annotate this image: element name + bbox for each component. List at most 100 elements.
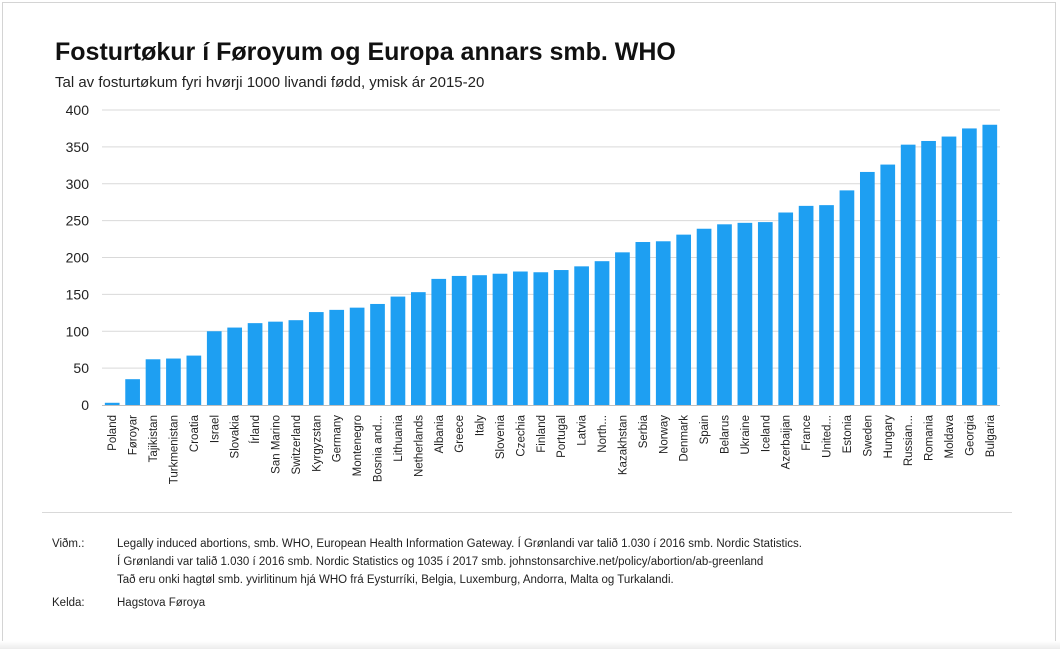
y-tick-label: 400: [66, 102, 90, 118]
bar: [288, 320, 304, 405]
x-tick-label: France: [801, 415, 813, 451]
x-tick-label: Sweden: [862, 415, 874, 457]
x-tick-label: Slovenia: [495, 414, 507, 459]
x-tick-label: Latvia: [577, 414, 589, 445]
y-tick-label: 200: [66, 250, 90, 266]
source-label: Kelda:: [52, 597, 85, 609]
bar: [247, 323, 263, 405]
x-tick-label: Slovakia: [230, 414, 242, 458]
x-tick-label: Ukraine: [740, 415, 752, 455]
note-line-3: Tað eru onki hagtøl smb. yvirlitinum hjá…: [117, 574, 674, 586]
bar: [227, 327, 243, 405]
y-tick-label: 350: [66, 139, 90, 155]
x-tick-label: Italy: [475, 415, 487, 436]
x-tick-label: Føroyar: [128, 415, 140, 455]
x-tick-label: Belarus: [719, 415, 731, 454]
x-tick-label: Kyrgyzstan: [311, 415, 323, 472]
x-tick-label: Germany: [332, 415, 344, 463]
x-tick-label: Hungary: [883, 415, 895, 459]
bars: [104, 124, 998, 406]
bar: [594, 261, 610, 405]
bar: [655, 241, 671, 405]
bar: [900, 144, 916, 405]
bar: [859, 171, 875, 405]
bar: [880, 164, 896, 405]
bar: [757, 222, 773, 405]
y-tick-label: 50: [73, 360, 89, 376]
bar: [676, 234, 692, 405]
bar: [513, 271, 528, 405]
bottom-shadow: [0, 641, 1060, 649]
bar: [819, 205, 834, 405]
bar: [553, 270, 569, 405]
bar: [696, 228, 712, 405]
x-tick-label: Iceland: [760, 415, 772, 452]
bar: [451, 275, 467, 405]
x-tick-label: Lithuania: [393, 414, 405, 461]
x-tick-label: Bosnia and...: [373, 415, 385, 482]
x-tick-label: Turkmenistan: [168, 415, 180, 484]
bar: [145, 359, 161, 405]
bar: [533, 272, 549, 405]
bar: [186, 355, 202, 405]
x-tick-label: Montenegro: [352, 415, 364, 476]
notes-label: Viðm.:: [52, 538, 85, 550]
bar: [431, 278, 447, 405]
bar: [778, 212, 794, 405]
x-tick-label: Spain: [699, 415, 711, 444]
y-axis-tick-labels: 0 50 100 150 200 250 300 350 400: [66, 102, 90, 413]
x-tick-label: Estonia: [842, 414, 854, 453]
bar: [329, 309, 345, 405]
x-tick-label: Romania: [924, 414, 936, 461]
bar: [349, 307, 365, 405]
bar: [921, 140, 936, 405]
x-tick-label: Georgia: [964, 414, 976, 456]
x-tick-label: San Marino: [270, 415, 282, 474]
source-text: Hagstova Føroya: [117, 597, 206, 609]
x-tick-label: Netherlands: [413, 415, 425, 477]
x-tick-label: Czechia: [515, 414, 527, 456]
x-tick-label: North...: [597, 415, 609, 453]
x-tick-label: Azerbaijan: [781, 415, 793, 469]
x-tick-label: Norway: [658, 415, 670, 454]
y-tick-label: 0: [81, 397, 89, 413]
bar: [206, 331, 222, 405]
bar: [962, 128, 977, 405]
x-tick-label: Írland: [249, 415, 262, 444]
x-tick-label: Albania: [434, 414, 446, 453]
x-tick-label: Tajikistan: [148, 415, 160, 462]
bar: [410, 292, 426, 405]
x-tick-label: Croatia: [189, 414, 201, 452]
x-tick-label: United...: [822, 415, 834, 458]
bar: [390, 296, 406, 405]
bar: [166, 358, 181, 405]
x-tick-label: Bulgaria: [985, 414, 997, 457]
bar: [268, 321, 283, 405]
x-tick-label: Israel: [209, 415, 221, 443]
x-tick-label: Russian...: [903, 415, 915, 466]
x-tick-label: Moldava: [944, 414, 956, 458]
bar: [472, 275, 487, 405]
bar: [615, 252, 630, 405]
bar: [941, 136, 957, 406]
y-tick-label: 300: [66, 176, 90, 192]
x-axis-tick-labels: Poland Føroyar Tajikistan Turkmenistan Croat…: [107, 414, 997, 484]
note-line-1: Legally induced abortions, smb. WHO, Eur…: [117, 538, 803, 550]
note-line-2: Í Grønlandi var talið 1.030 í 2016 smb. …: [117, 556, 764, 568]
bar: [104, 402, 120, 405]
y-tick-label: 150: [66, 286, 90, 302]
x-tick-label: Portugal: [556, 415, 568, 458]
bar: [717, 224, 732, 405]
x-tick-label: Kazakhstan: [617, 415, 629, 475]
x-tick-label: Greece: [454, 415, 466, 453]
bar: [737, 222, 753, 405]
x-tick-label: Finland: [536, 415, 548, 453]
bar: [574, 266, 589, 405]
x-tick-label: Serbia: [638, 414, 650, 448]
bar: [370, 303, 385, 405]
chart-subtitle: Tal av fosturtøkum fyri hvørji 1000 liva…: [55, 74, 485, 91]
y-tick-label: 250: [66, 213, 90, 229]
bar: [492, 273, 508, 405]
x-tick-label: Switzerland: [291, 415, 303, 474]
